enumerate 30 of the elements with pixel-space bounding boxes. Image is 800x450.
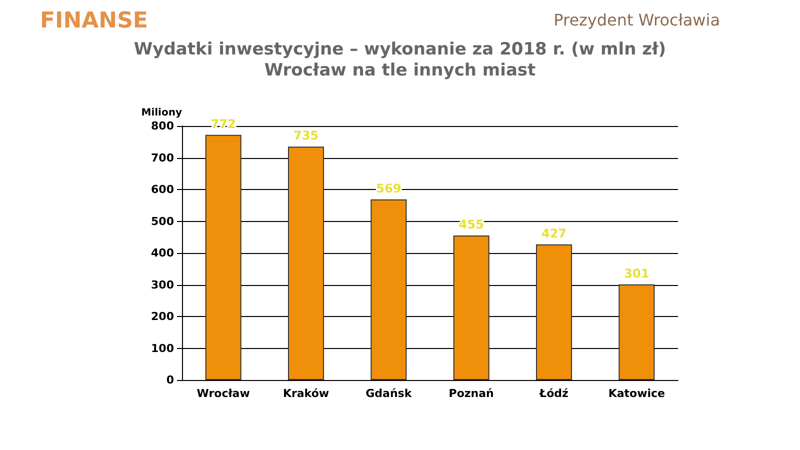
- x-tick-label: Wrocław: [196, 387, 250, 400]
- x-tick-label: Katowice: [608, 387, 666, 400]
- y-tick-label: 100: [151, 342, 174, 355]
- y-axis-title: Miliony: [141, 108, 182, 118]
- bar: [453, 236, 490, 380]
- data-label: 455: [458, 218, 484, 232]
- y-tick-label: 400: [151, 246, 174, 260]
- text: Prezydent Wrocławia: [554, 10, 720, 30]
- y-tick-label: 700: [151, 151, 174, 164]
- text: FINANSE: [40, 8, 148, 34]
- bar: [205, 134, 242, 380]
- y-tick-label: 500: [151, 214, 174, 228]
- data-label: 735: [293, 128, 319, 143]
- chart-subtitle: Wrocław na tle innych miast: [264, 60, 536, 80]
- bar: [370, 199, 407, 380]
- y-tick-label: 0: [166, 374, 174, 386]
- y-tick-label: 600: [151, 183, 174, 196]
- y-tick-label: 200: [151, 310, 174, 323]
- y-tick-label: 300: [151, 278, 174, 292]
- chart-title: Wydatki inwestycyjne – wykonanie za 2018 r. (w mln zł): [134, 40, 666, 60]
- bar: [288, 146, 324, 380]
- x-tick-label: Łódź: [538, 387, 568, 400]
- x-tick-label: Kraków: [282, 387, 330, 400]
- x-tick-label: Gdańsk: [366, 387, 412, 400]
- data-label: 301: [624, 266, 650, 280]
- x-tick-label: Poznań: [448, 387, 494, 400]
- y-tick-label: 800: [151, 120, 174, 132]
- bar: [536, 244, 572, 380]
- data-label: 427: [541, 226, 567, 240]
- bar: [618, 284, 655, 380]
